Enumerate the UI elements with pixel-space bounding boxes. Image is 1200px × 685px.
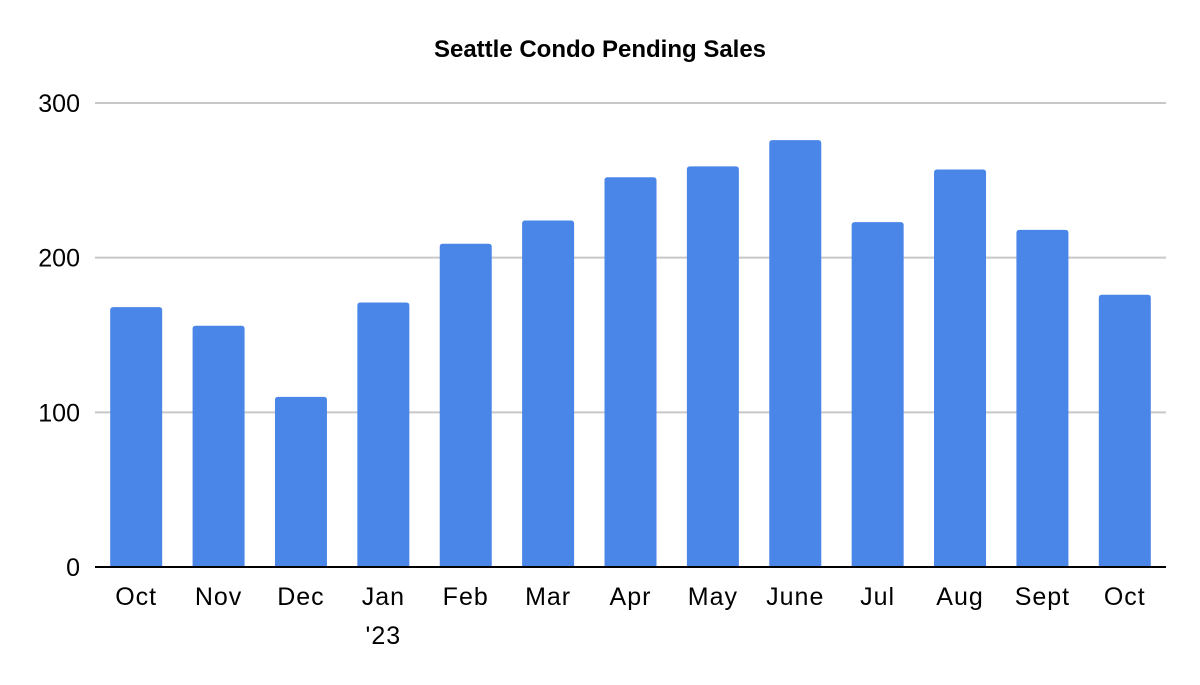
y-tick-label: 300 [38,90,80,118]
y-tick-label: 100 [38,399,80,427]
x-tick-label: Oct [1104,583,1146,611]
bar-jul [851,222,904,568]
x-tick-label: May [688,583,738,611]
x-tick-label: Mar [525,583,571,611]
bar-nov [192,325,245,567]
x-tick-label: June [766,583,824,611]
x-tick-label: Dec [277,583,324,611]
x-tick-label: Nov [195,583,242,611]
bar-sept [1016,229,1069,567]
bar-june [769,140,822,567]
bar-may [686,166,739,567]
bars [110,140,1151,568]
bar-jan-23 [357,302,410,567]
y-tick-label: 0 [66,554,80,582]
x-axis-ticks: Oct Nov Dec Jan '23 Feb Mar Apr May June Jul Aug Sep… [115,583,1146,650]
bar-dec [274,396,327,567]
x-tick-label: Aug [936,583,983,611]
x-tick-label: Feb [443,583,489,611]
bar-mar [522,220,575,567]
x-tick-label: Oct [115,583,157,611]
y-tick-label: 200 [38,245,80,273]
x-tick-label: '23 [366,622,402,650]
chart-title: Seattle Condo Pending Sales [434,36,766,63]
x-tick-label: Apr [610,583,652,611]
y-axis-ticks: 0 100 200 300 [38,90,80,582]
bar-oct [1098,294,1151,567]
bar-aug [934,169,987,568]
bar-apr [604,177,657,568]
x-tick-label: Jul [860,583,895,611]
x-tick-label: Sept [1015,583,1070,611]
bar-feb [439,243,492,567]
bar-oct [110,307,163,567]
x-tick-label: Jan [362,583,405,611]
